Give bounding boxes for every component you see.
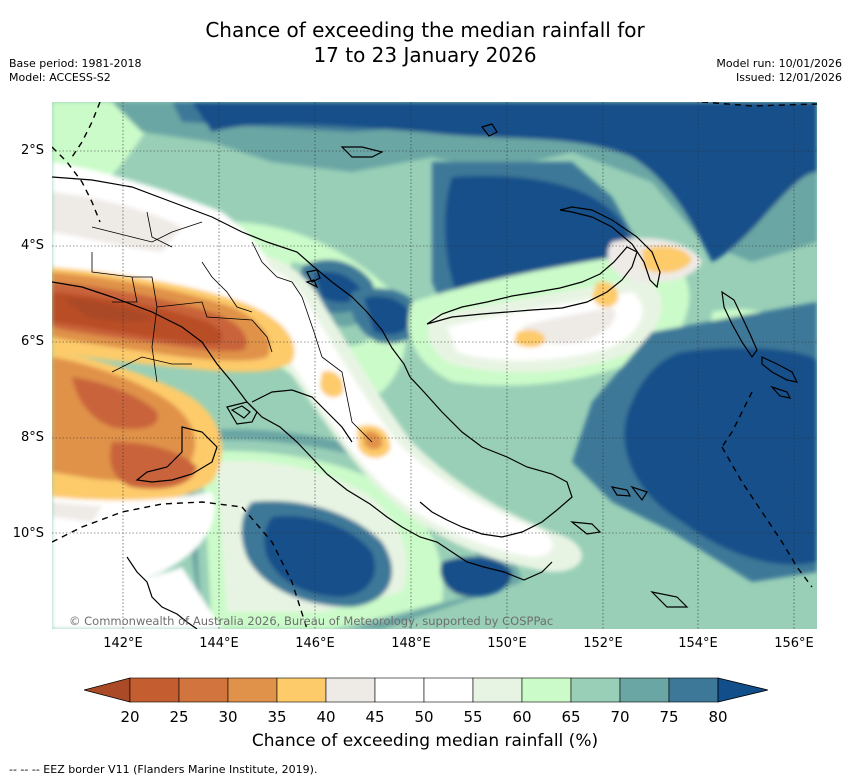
colorbar-cell: [374, 677, 425, 703]
rainfall-contours: [52, 102, 817, 629]
lon-label-146e: 146°E: [295, 636, 335, 651]
model-name: Model: ACCESS-S2: [9, 71, 111, 84]
colorbar-cell: [325, 677, 376, 703]
colorbar-cell: [227, 677, 278, 703]
colorbar-cell: [668, 677, 719, 703]
meta-right: Model run: 10/01/2026 Issued: 12/01/2026: [716, 57, 842, 85]
colorbar-label: 25: [169, 708, 189, 726]
colorbar-label: 45: [365, 708, 385, 726]
colorbar-label: 55: [463, 708, 483, 726]
lon-label-150e: 150°E: [487, 636, 527, 651]
colorbar-title: Chance of exceeding median rainfall (%): [251, 731, 599, 751]
colorbar-label: 20: [120, 708, 140, 726]
base-period: Base period: 1981-2018: [9, 57, 142, 70]
colorbar-cells: [129, 677, 719, 703]
lat-label-6s: 6°S: [20, 334, 44, 349]
provincial-borders: [91, 211, 373, 443]
colorbar-label: 65: [561, 708, 581, 726]
title-line-2: 17 to 23 January 2026: [313, 43, 537, 67]
colorbar-cell: [423, 677, 474, 703]
lon-label-156e: 156°E: [774, 636, 814, 651]
lon-label-142e: 142°E: [103, 636, 143, 651]
colorbar-label: 35: [267, 708, 287, 726]
colorbar-label: 50: [414, 708, 434, 726]
lat-label-8s: 8°S: [20, 430, 44, 445]
colorbar-low-triangle: [84, 677, 131, 703]
colorbar-cell: [178, 677, 229, 703]
eez-borders: [52, 102, 817, 629]
colorbar-label: 70: [610, 708, 630, 726]
coastlines: [52, 123, 799, 629]
colorbar-cell: [129, 677, 180, 703]
colorbar-cell: [570, 677, 621, 703]
lon-label-154e: 154°E: [678, 636, 718, 651]
lat-label-2s: 2°S: [20, 143, 44, 158]
rainfall-map: [52, 102, 817, 629]
lat-label-4s: 4°S: [20, 238, 44, 253]
lon-label-152e: 152°E: [583, 636, 623, 651]
colorbar: [84, 677, 768, 703]
issued-date: Issued: 12/01/2026: [735, 71, 842, 84]
colorbar-cell: [472, 677, 523, 703]
copyright-text: © Commonwealth of Australia 2026, Bureau…: [69, 614, 554, 628]
colorbar-cell: [521, 677, 572, 703]
eez-footnote: -- -- -- EEZ border V11 (Flanders Marine…: [9, 763, 318, 776]
lon-label-144e: 144°E: [199, 636, 239, 651]
lat-label-10s: 10°S: [12, 526, 44, 541]
colorbar-label: 80: [708, 708, 728, 726]
colorbar-cell: [619, 677, 670, 703]
colorbar-label: 30: [218, 708, 238, 726]
colorbar-label: 40: [316, 708, 336, 726]
colorbar-high-triangle: [717, 677, 768, 703]
colorbar-label: 60: [512, 708, 532, 726]
model-run: Model run: 10/01/2026: [716, 57, 842, 70]
colorbar-cell: [276, 677, 327, 703]
meta-left: Base period: 1981-2018 Model: ACCESS-S2: [9, 57, 141, 85]
lon-label-148e: 148°E: [391, 636, 431, 651]
colorbar-label: 75: [659, 708, 679, 726]
map-title: Chance of exceeding the median rainfall …: [0, 18, 850, 68]
title-line-1: Chance of exceeding the median rainfall …: [205, 18, 645, 42]
